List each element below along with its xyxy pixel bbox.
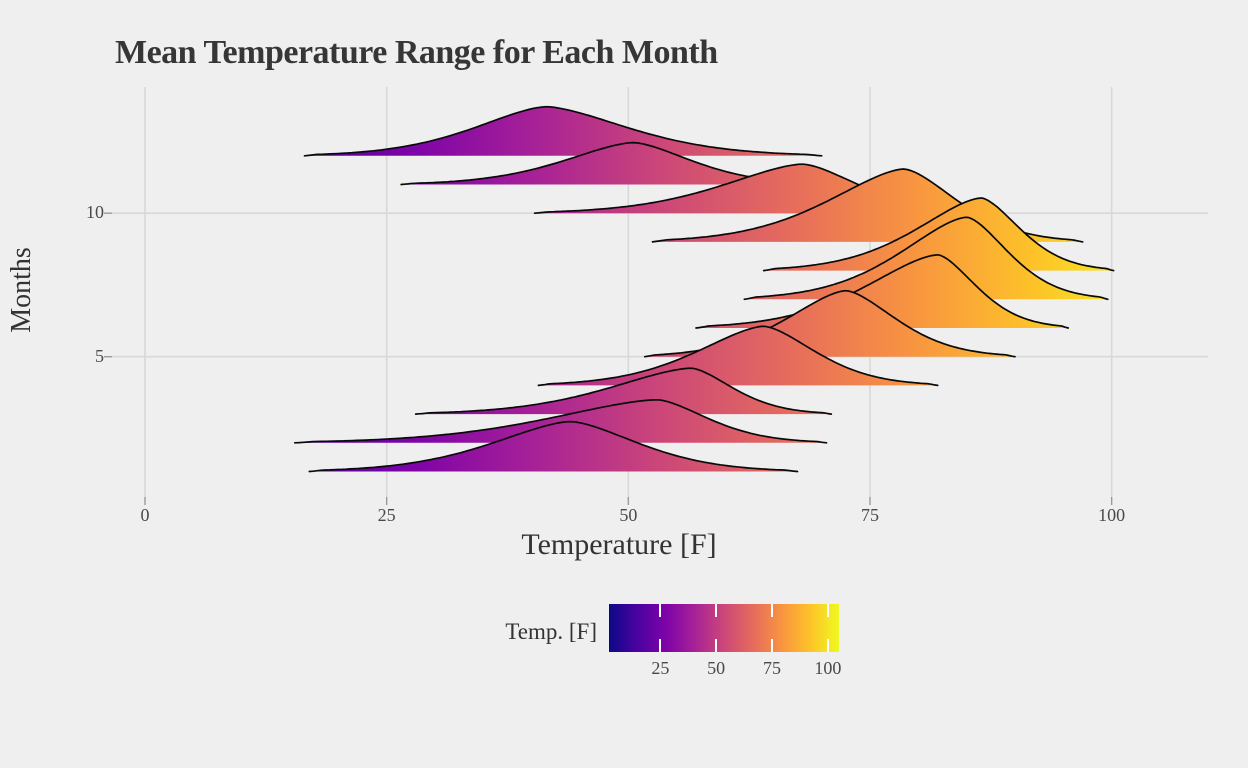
colorbar-tick-top-100 <box>826 604 829 617</box>
ridge-outline-month-3 <box>414 367 833 415</box>
colorbar-label-25: 25 <box>651 658 670 678</box>
ridge-fill-month-12 <box>304 106 822 156</box>
x-axis-title: Temperature [F] <box>521 528 717 561</box>
x-tick-label-100: 100 <box>1098 505 1126 525</box>
y-tick-label-5: 5 <box>95 345 104 366</box>
ridge-outline-month-4 <box>537 325 939 387</box>
ridge-outline-month-8 <box>762 197 1115 272</box>
x-tick-label-0: 0 <box>140 505 150 525</box>
x-tick-label-75: 75 <box>861 505 879 525</box>
ridge-fill-month-3 <box>415 368 832 415</box>
colorbar-tick-bottom-100 <box>826 639 829 652</box>
colorbar-tick-top-25 <box>659 604 662 617</box>
x-tick-label-25: 25 <box>377 505 396 525</box>
ridge-outline-month-12 <box>303 105 823 157</box>
colorbar-tick-bottom-25 <box>659 639 662 652</box>
colorbar-tick-top-50 <box>715 604 718 617</box>
colorbar-label-50: 50 <box>707 658 726 678</box>
ridge-fill-month-5 <box>644 290 1015 357</box>
colorbar-tick-bottom-50 <box>715 639 718 652</box>
ridge-outline-month-6 <box>695 253 1070 329</box>
x-tick-label-50: 50 <box>619 505 638 525</box>
chart-title: Mean Temperature Range for Each Month <box>115 34 718 71</box>
ridge-outline-month-7 <box>743 216 1109 301</box>
colorbar-gradient <box>609 604 839 652</box>
ridge-outline-month-1 <box>308 420 799 473</box>
colorbar-tick-bottom-75 <box>771 639 773 652</box>
colorbar-legend-title: Temp. [F] <box>505 619 597 644</box>
ridge-fill-month-4 <box>538 326 938 386</box>
ridge-fill-month-1 <box>309 421 798 472</box>
ridge-fill-month-11 <box>401 142 830 185</box>
colorbar-label-75: 75 <box>763 658 781 678</box>
y-axis-title: Months <box>6 247 37 333</box>
ridge-fill-month-6 <box>696 254 1069 328</box>
y-tick-label-10: 10 <box>86 202 104 223</box>
colorbar-tick-top-75 <box>771 604 773 617</box>
colorbar-label-100: 100 <box>814 658 842 678</box>
ridge-fill-month-2 <box>294 399 827 443</box>
ridge-outline-month-2 <box>293 398 828 444</box>
